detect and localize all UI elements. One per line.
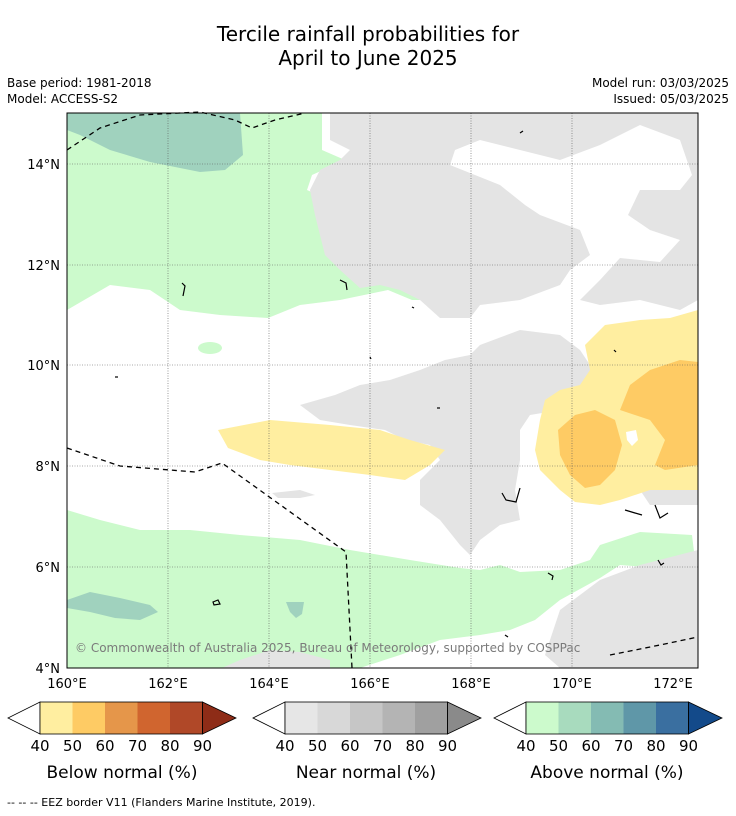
model-run: Model run: 03/03/2025 xyxy=(591,76,729,90)
lon-label: 160°E xyxy=(47,677,87,692)
map-title: Tercile rainfall probabilities for April… xyxy=(0,22,736,70)
gridlines xyxy=(67,113,698,668)
colorbar-tick: 50 xyxy=(63,737,82,755)
below-normal-region xyxy=(218,420,445,480)
colorbar-over-arrow xyxy=(202,701,237,735)
colorbar-cell xyxy=(137,702,170,734)
model-name: Model: ACCESS-S2 xyxy=(7,92,119,106)
colorbar-below-normal: 40 50 60 70 80 90 Below normal (%) xyxy=(7,701,237,783)
colorbar-tick: 80 xyxy=(405,737,424,755)
colorbar-cell xyxy=(591,702,624,734)
colorbar-tick: 70 xyxy=(614,737,633,755)
colorbar-cell xyxy=(623,702,656,734)
above-normal-strong-region xyxy=(67,113,243,172)
colorbar-cell xyxy=(558,702,591,734)
meta-right: Model run: 03/03/2025 Issued: 05/03/2025 xyxy=(592,75,729,107)
colorbar-tick: 80 xyxy=(160,737,179,755)
colorbar-title: Above normal (%) xyxy=(530,763,683,783)
colorbar-under-arrow xyxy=(493,701,527,735)
colorbar-tick: 90 xyxy=(679,737,698,755)
below-normal-hole xyxy=(626,430,638,446)
colorbar-under-arrow xyxy=(252,701,286,735)
eez-borders xyxy=(66,111,699,669)
colorbar-cell xyxy=(656,702,689,734)
lat-label: 12°N xyxy=(27,259,60,274)
near-normal-blob-small xyxy=(272,490,315,498)
colorbar-tick: 90 xyxy=(438,737,457,755)
colorbar-tick: 80 xyxy=(646,737,665,755)
colorbar-cell xyxy=(415,702,448,734)
probability-fields xyxy=(67,113,698,668)
colorbar-cell xyxy=(317,702,350,734)
above-normal-blob-small xyxy=(198,342,222,354)
above-normal-region-south xyxy=(67,510,695,668)
lon-label: 164°E xyxy=(249,677,289,692)
colorbar-tick: 50 xyxy=(308,737,327,755)
colorbar-cell xyxy=(72,702,105,734)
lon-label: 166°E xyxy=(350,677,390,692)
issued-date: Issued: 05/03/2025 xyxy=(613,92,729,106)
colorbar-cell xyxy=(350,702,383,734)
islands xyxy=(115,130,669,638)
colorbar-cell xyxy=(40,702,73,734)
meta-left: Base period: 1981-2018 Model: ACCESS-S2 xyxy=(7,75,152,107)
colorbar-under-arrow xyxy=(7,701,41,735)
colorbar-tick: 70 xyxy=(128,737,147,755)
lat-label: 10°N xyxy=(27,359,60,374)
lat-label: 8°N xyxy=(36,460,61,475)
colorbar-tick: 40 xyxy=(30,737,49,755)
colorbar-tick: 60 xyxy=(95,737,114,755)
near-normal-region-center xyxy=(300,330,600,555)
colorbar-tick: 70 xyxy=(373,737,392,755)
colorbar-cell xyxy=(170,702,203,734)
colorbar-tick: 90 xyxy=(193,737,212,755)
lon-label: 162°E xyxy=(148,677,188,692)
below-normal-strong-region-2 xyxy=(558,410,622,488)
near-normal-region-southeast xyxy=(545,550,698,668)
colorbar-cell xyxy=(285,702,318,734)
title-line-1: Tercile rainfall probabilities for xyxy=(216,22,520,46)
lon-label: 172°E xyxy=(653,677,693,692)
lon-label: 170°E xyxy=(552,677,592,692)
colorbar-above-normal: 40 50 60 70 80 90 Above normal (%) xyxy=(493,701,723,783)
colorbar-over-arrow xyxy=(447,701,482,735)
above-normal-strong-south-2 xyxy=(286,602,304,618)
eez-footnote: -- -- -- EEZ border V11 (Flanders Marine… xyxy=(7,796,316,809)
latitude-labels: 14°N 12°N 10°N 8°N 6°N 4°N xyxy=(27,158,60,677)
colorbar-near-normal: 40 50 60 70 80 90 Near normal (%) xyxy=(252,701,482,783)
base-period: Base period: 1981-2018 xyxy=(7,76,152,90)
copyright-notice: © Commonwealth of Australia 2025, Bureau… xyxy=(75,641,581,655)
colorbar-cell xyxy=(526,702,559,734)
colorbar-tick: 60 xyxy=(581,737,600,755)
map-frame xyxy=(66,112,699,669)
colorbar-tick: 50 xyxy=(549,737,568,755)
colorbar-over-arrow xyxy=(688,701,723,735)
colorbar-cell xyxy=(105,702,138,734)
title-line-2: April to June 2025 xyxy=(278,46,458,70)
lon-label: 168°E xyxy=(451,677,491,692)
colorbar-tick: 40 xyxy=(516,737,535,755)
colorbar-title: Below normal (%) xyxy=(47,763,198,783)
below-normal-strong-region xyxy=(620,360,698,470)
above-normal-strong-south xyxy=(67,592,158,620)
lat-label: 4°N xyxy=(36,662,61,677)
colorbar-cell xyxy=(382,702,415,734)
colorbar-tick: 40 xyxy=(275,737,294,755)
longitude-labels: 160°E 162°E 164°E 166°E 168°E 170°E 172°… xyxy=(47,677,693,692)
near-normal-blob-south xyxy=(222,650,330,668)
lat-label: 14°N xyxy=(27,158,60,173)
colorbar-tick: 60 xyxy=(340,737,359,755)
colorbar-title: Near normal (%) xyxy=(296,763,436,783)
lat-label: 6°N xyxy=(36,561,61,576)
